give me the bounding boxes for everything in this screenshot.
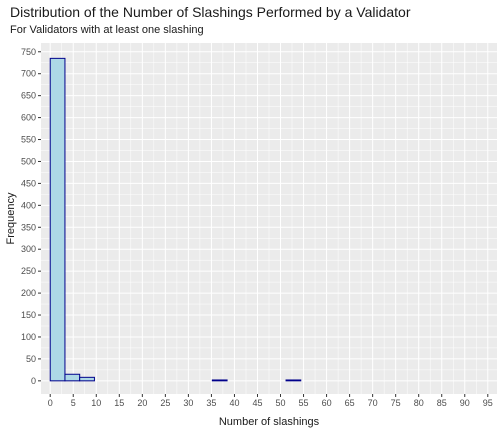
histogram-bar (64, 373, 81, 382)
x-tick-label: 30 (183, 398, 193, 408)
x-tick-label: 40 (229, 398, 239, 408)
x-tick-label: 80 (414, 398, 424, 408)
x-axis-title: Number of slashings (219, 416, 320, 428)
x-tick-label: 5 (71, 398, 76, 408)
y-tick-label: 550 (21, 135, 36, 145)
y-tick-label: 50 (26, 354, 36, 364)
y-tick-label: 0 (31, 376, 36, 386)
x-tick-label: 85 (437, 398, 447, 408)
x-tick-label: 95 (483, 398, 493, 408)
x-tick-label: 10 (91, 398, 101, 408)
histogram-bar (211, 379, 228, 382)
y-tick-label: 300 (21, 244, 36, 254)
histogram-bar (49, 57, 66, 382)
x-tick-label: 70 (368, 398, 378, 408)
chart-subtitle: For Validators with at least one slashin… (10, 24, 204, 36)
y-tick-label: 350 (21, 222, 36, 232)
y-tick-label: 450 (21, 178, 36, 188)
y-tick-label: 150 (21, 310, 36, 320)
y-tick-label: 100 (21, 332, 36, 342)
x-tick-label: 35 (206, 398, 216, 408)
y-axis: 0 50 100 150 200 250 300 350 400 450 500 550 600 650 7… (21, 47, 41, 386)
y-tick-label: 250 (21, 266, 36, 276)
x-tick-label: 45 (252, 398, 262, 408)
x-tick-label: 20 (137, 398, 147, 408)
x-tick-label: 75 (391, 398, 401, 408)
x-tick-label: 65 (345, 398, 355, 408)
chart-title: Distribution of the Number of Slashings … (10, 4, 411, 20)
x-tick-label: 0 (48, 398, 53, 408)
histogram-bar (79, 376, 95, 382)
y-tick-label: 400 (21, 200, 36, 210)
y-tick-label: 500 (21, 156, 36, 166)
y-tick-label: 650 (21, 91, 36, 101)
x-tick-label: 15 (114, 398, 124, 408)
y-axis-title: Frequency (5, 192, 17, 244)
x-tick-label: 90 (460, 398, 470, 408)
minor-gridlines (41, 43, 497, 394)
x-tick-label: 60 (322, 398, 332, 408)
y-tick-label: 600 (21, 113, 36, 123)
y-tick-label: 700 (21, 69, 36, 79)
y-tick-label: 750 (21, 47, 36, 57)
x-tick-label: 50 (276, 398, 286, 408)
histogram-bars (49, 57, 302, 382)
x-tick-label: 55 (299, 398, 309, 408)
y-tick-label: 200 (21, 288, 36, 298)
x-axis: 0 5 10 15 20 25 30 35 40 45 50 55 60 65 70 75 80 85 90 95 (48, 394, 493, 408)
histogram-bar (285, 379, 302, 382)
x-tick-label: 25 (160, 398, 170, 408)
